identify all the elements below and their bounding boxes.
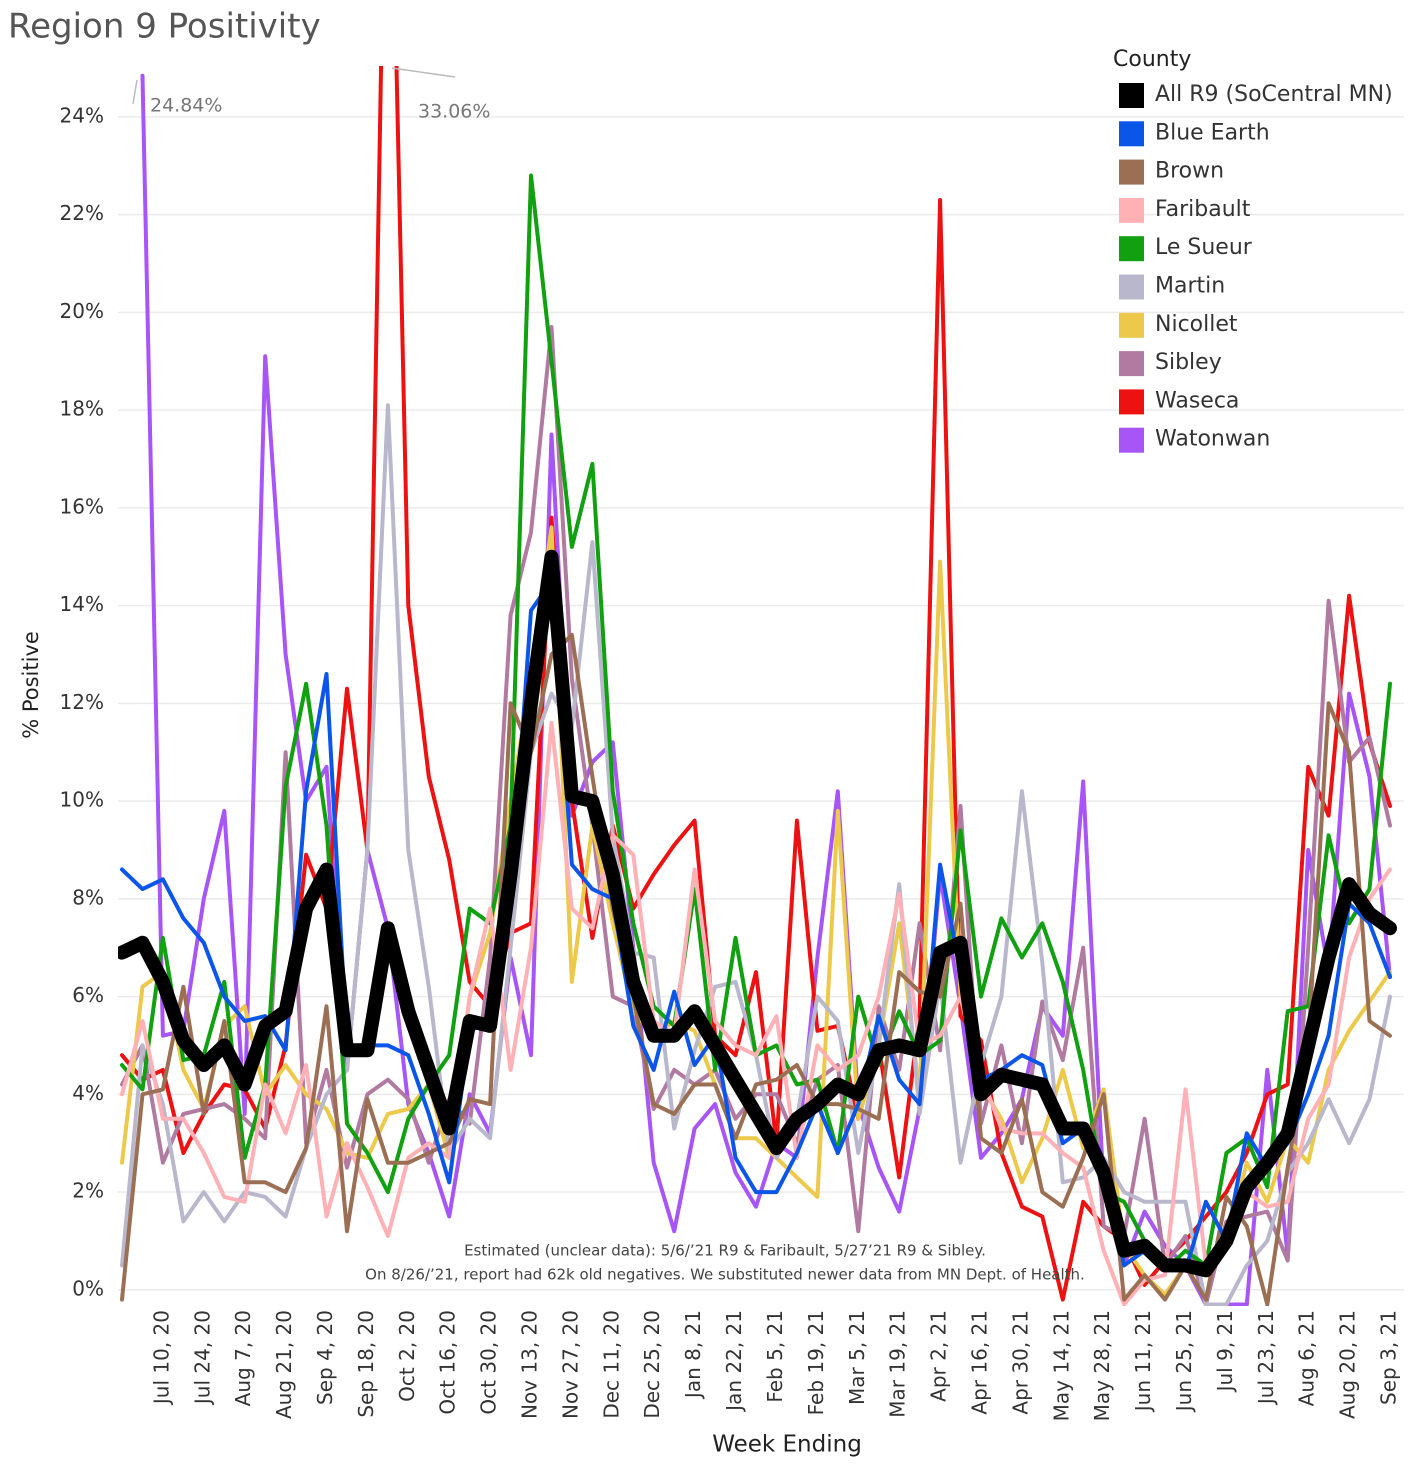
x-axis-label: Week Ending [712, 1432, 862, 1458]
plot-area [118, 66, 1397, 1306]
x-tick-label: Jan 8, 21 [681, 1310, 705, 1400]
x-tick-label: Oct 30, 20 [477, 1310, 501, 1415]
legend-swatch [1119, 312, 1144, 338]
x-tick-label: Sep 3, 21 [1377, 1310, 1401, 1405]
series-line [120, 403, 1392, 1306]
series-line [120, 579, 1392, 1273]
y-tick-label: 24% [60, 103, 104, 127]
x-tick-label: Jun 11, 21 [1131, 1310, 1155, 1413]
y-tick-label: 10% [60, 788, 104, 812]
legend-label: Waseca [1155, 388, 1239, 413]
overlay: 24.84% 33.06% Estimated (unclear data): … [132, 67, 1085, 1284]
x-tick-label: Sep 18, 20 [354, 1310, 378, 1418]
y-tick-label: 18% [60, 397, 104, 421]
y-tick-label: 14% [60, 592, 104, 616]
annotation: 33.06% [418, 101, 490, 123]
chart-title: Region 9 Positivity [8, 7, 321, 47]
x-tick-label: Apr 2, 21 [927, 1310, 951, 1402]
y-tick-label: 22% [60, 201, 104, 225]
y-tick-label: 0% [72, 1276, 104, 1300]
x-tick-label: Aug 20, 21 [1336, 1310, 1360, 1419]
x-tick-label: Feb 5, 21 [763, 1310, 787, 1403]
y-tick-label: 16% [60, 494, 104, 518]
legend-label: Faribault [1155, 197, 1251, 222]
annotation: 24.84% [150, 95, 222, 117]
x-tick-label: Aug 7, 20 [231, 1310, 255, 1406]
x-tick-label: Jan 22, 21 [722, 1310, 746, 1413]
legend-swatch [1119, 351, 1144, 377]
y-tick-label: 8% [72, 885, 104, 909]
annotation-leader [132, 79, 138, 105]
x-tick-label: Aug 6, 21 [1295, 1310, 1319, 1406]
y-tick-label: 6% [72, 983, 104, 1007]
y-tick-label: 12% [60, 690, 104, 714]
x-tick-label: Dec 25, 20 [640, 1310, 664, 1419]
legend-label: Sibley [1155, 350, 1222, 375]
legend-label: Watonwan [1155, 427, 1270, 452]
legend-label: Le Sueur [1155, 235, 1253, 260]
legend-title: County [1113, 47, 1191, 72]
grid: 0% 2% 4% 6% 8% 10% 12% 14% 16% 18% 20% 22% 24% Jul 10… [60, 103, 1404, 1421]
note: On 8/26/’21, report had 62k old negative… [365, 1266, 1085, 1284]
legend-swatch [1119, 121, 1144, 147]
annotation-leader [391, 67, 456, 78]
x-tick-label: Jul 24, 20 [190, 1310, 214, 1406]
x-tick-label: May 14, 21 [1049, 1310, 1073, 1421]
x-tick-label: May 28, 21 [1090, 1310, 1114, 1421]
x-tick-label: Mar 19, 21 [886, 1310, 910, 1418]
legend-swatch [1119, 274, 1144, 300]
x-tick-label: Mar 5, 21 [845, 1310, 869, 1405]
x-tick-label: Jul 23, 21 [1254, 1310, 1278, 1406]
x-tick-label: Jul 10, 20 [149, 1310, 173, 1406]
y-tick-label: 2% [72, 1179, 104, 1203]
y-axis-label: % Positive [19, 631, 43, 739]
legend-label: Martin [1155, 274, 1225, 299]
legend: All R9 (SoCentral MN) Blue Earth Brown Fari… [1119, 82, 1393, 453]
x-tick-label: Apr 16, 21 [967, 1310, 991, 1415]
x-tick-label: Sep 4, 20 [313, 1310, 337, 1405]
legend-swatch [1119, 197, 1144, 223]
y-tick-label: 4% [72, 1081, 104, 1105]
series-line [120, 325, 1392, 1306]
series-line [118, 549, 1397, 1278]
legend-swatch [1119, 427, 1144, 453]
y-tick-label: 20% [60, 299, 104, 323]
note: Estimated (unclear data): 5/6/’21 R9 & F… [464, 1242, 986, 1260]
x-tick-label: Oct 2, 20 [395, 1310, 419, 1402]
legend-swatch [1119, 159, 1144, 185]
legend-label: Nicollet [1155, 312, 1238, 337]
x-tick-label: Feb 19, 21 [804, 1310, 828, 1415]
x-tick-label: Dec 11, 20 [599, 1310, 623, 1419]
x-tick-label: Apr 30, 21 [1008, 1310, 1032, 1415]
legend-swatch [1119, 389, 1144, 415]
series-line [120, 632, 1392, 1306]
x-tick-label: Oct 16, 20 [436, 1310, 460, 1415]
series-line [120, 720, 1392, 1306]
legend-label: Brown [1155, 159, 1224, 184]
x-tick-label: Nov 13, 20 [518, 1310, 542, 1419]
x-tick-label: Jun 25, 21 [1172, 1310, 1196, 1413]
legend-label: Blue Earth [1155, 120, 1270, 145]
legend-swatch [1119, 83, 1144, 108]
x-tick-label: Nov 27, 20 [558, 1310, 582, 1419]
legend-label: All R9 (SoCentral MN) [1155, 82, 1393, 107]
x-tick-label: Jul 9, 21 [1213, 1310, 1237, 1393]
x-tick-label: Aug 21, 20 [272, 1310, 296, 1419]
legend-swatch [1119, 236, 1144, 262]
